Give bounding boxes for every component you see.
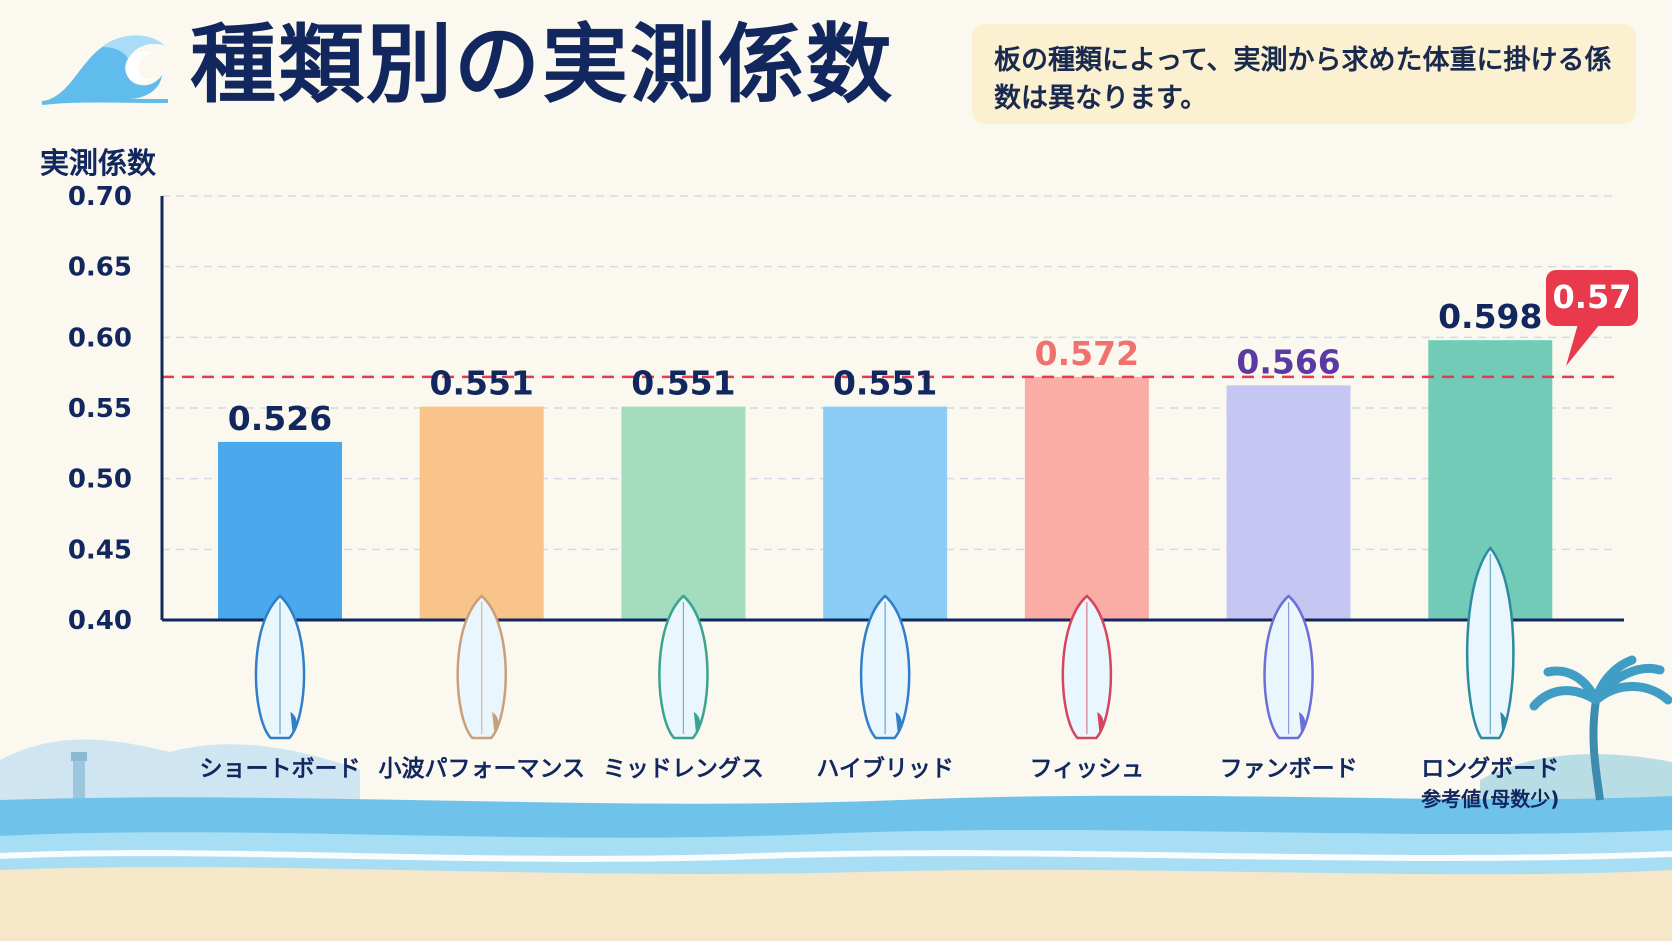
- bar: [1024, 376, 1149, 620]
- lighthouse-top: [71, 752, 87, 761]
- category-label: 小波パフォーマンス: [378, 756, 585, 782]
- surfboard-icon: [456, 594, 508, 740]
- callout-box: [1546, 270, 1638, 326]
- speech-bubble-icon: [1546, 270, 1638, 366]
- category-label: ロングボード: [1421, 755, 1559, 782]
- surfboard-fin: [1298, 712, 1306, 732]
- bars: [218, 340, 1553, 620]
- y-tick-label: 0.65: [68, 253, 132, 283]
- y-axis-label: 実測係数: [40, 146, 157, 180]
- value-label: 0.551: [833, 364, 937, 403]
- bar: [1226, 385, 1351, 620]
- callout-tail: [1566, 324, 1600, 366]
- surfboard-icon: [1465, 546, 1515, 740]
- palm-frond: [1543, 666, 1601, 705]
- bar: [621, 406, 746, 620]
- surf-foam: [0, 850, 1672, 862]
- wave-icon: [41, 35, 169, 105]
- page-title: 種類別の実測係数: [190, 15, 894, 115]
- y-tick-label: 0.60: [68, 323, 132, 353]
- title-area: 種類別の実測係数: [40, 22, 894, 108]
- value-label: 0.598: [1438, 297, 1542, 336]
- surfboard-fin: [693, 712, 701, 732]
- surfboard-fin: [1500, 712, 1507, 732]
- category-label: ハイブリッド: [816, 755, 954, 782]
- reference-line-label: 0.57: [1553, 278, 1632, 316]
- palm-trunk: [1589, 699, 1604, 801]
- beach-background: [0, 655, 1672, 941]
- surfboard-fin: [290, 712, 297, 732]
- y-tick-label: 0.55: [68, 394, 132, 424]
- surfboard-icon: [658, 594, 709, 740]
- surfboard-fin: [1097, 712, 1104, 732]
- y-tick-label: 0.50: [68, 465, 132, 495]
- surfboard-fin: [492, 712, 499, 732]
- gridlines: [162, 195, 1614, 551]
- description-note: 板の種類によって、実測から求めた体重に掛ける係数は異なります。: [972, 24, 1636, 124]
- category-label: フィッシュ: [1030, 756, 1145, 782]
- value-label: 0.551: [430, 364, 534, 403]
- category-label: ミッドレングス: [603, 755, 764, 782]
- surfboard-icon: [1061, 594, 1113, 740]
- bar: [218, 441, 342, 620]
- bar: [419, 406, 544, 620]
- category-label: ショートボード: [200, 756, 361, 782]
- surfboard-icon: [1263, 594, 1314, 740]
- y-tick-label: 0.40: [68, 606, 132, 636]
- value-label: 0.566: [1236, 342, 1340, 381]
- category-label: ファンボード: [1220, 756, 1358, 782]
- surfboard-icon: [859, 594, 911, 740]
- surfboard-icon: [254, 594, 306, 740]
- value-label: 0.526: [228, 399, 332, 438]
- palm-frond: [1591, 655, 1637, 705]
- y-tick-label: 0.70: [68, 182, 132, 212]
- sand: [0, 867, 1672, 941]
- value-label: 0.551: [631, 364, 735, 403]
- lighthouse: [73, 760, 85, 800]
- category-note: 参考値(母数少): [1421, 787, 1559, 811]
- bar: [823, 406, 948, 620]
- surfboard-fin: [895, 712, 902, 732]
- y-tick-label: 0.45: [68, 535, 132, 565]
- value-label: 0.572: [1035, 334, 1139, 373]
